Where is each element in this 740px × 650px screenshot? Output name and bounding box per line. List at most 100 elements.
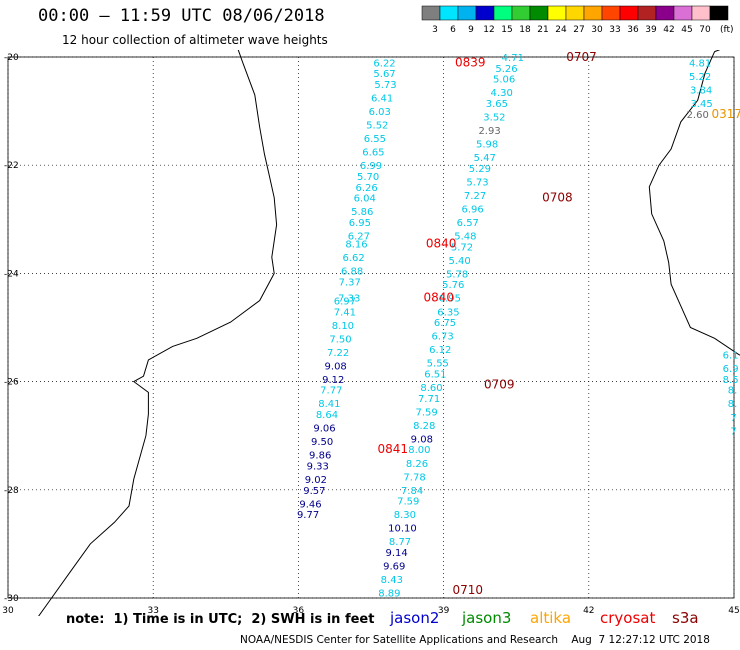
wave-height-value: 8.41 (318, 399, 340, 410)
wave-height-value: 7.77 (320, 386, 342, 397)
wave-height-value: 9.50 (311, 437, 333, 448)
footnote: note: 1) Time is in UTC; 2) SWH is in fe… (66, 612, 375, 627)
wave-height-value: 2.60 (687, 110, 709, 121)
legend-s3a: s3a (672, 609, 699, 627)
wave-height-value: 6.96 (462, 204, 484, 215)
wave-height-value: 5.22 (689, 72, 711, 83)
wave-height-value: 5.78 (446, 269, 468, 280)
wave-height-value: 6.51 (424, 369, 446, 380)
wave-height-value: 5.67 (373, 69, 395, 80)
wave-height-value: 6.35 (437, 307, 459, 318)
legend-tick-label: 15 (501, 25, 512, 35)
wave-height-value: 3.65 (486, 99, 508, 110)
wave-height-value: 5.52 (366, 121, 388, 132)
wave-height-value: 6.41 (371, 94, 393, 105)
lat-tick-label: -20 (4, 53, 19, 63)
wave-height-value: 6.73 (431, 332, 453, 343)
lat-tick-label: -30 (4, 594, 19, 604)
wave-height-value: 5.06 (493, 75, 515, 86)
wave-height-value: 5.72 (451, 242, 473, 253)
lon-tick-label: 42 (583, 606, 594, 616)
wave-height-value: 6.57 (457, 218, 479, 229)
color-legend: 3 6 9 12 15 18 21 24 27 30 33 36 39 42 45 70 (ft) (421, 5, 734, 35)
wave-height-value: 6.27 (348, 232, 370, 243)
legend-tick-label: 21 (537, 25, 548, 35)
lon-tick-label: 45 (728, 606, 739, 616)
wave-height-value: 9.06 (313, 424, 335, 435)
wave-height-value: 9.46 (299, 499, 321, 510)
legend-swatch (655, 5, 675, 21)
wave-height-value: 9.77 (297, 510, 319, 521)
pass-time-label: 0317 (711, 107, 740, 121)
lat-tick-label: -24 (4, 269, 19, 279)
pass-time-label: 0708 (542, 191, 573, 205)
wave-height-value: 8.5 (723, 375, 739, 386)
legend-tick-label: 27 (573, 25, 584, 35)
wave-height-value: 7.78 (403, 472, 425, 483)
wave-height-value: 10.10 (388, 524, 417, 535)
wave-height-value: 6.22 (373, 58, 395, 69)
wave-height-value: 5.26 (495, 64, 517, 75)
pass-time-label: 0709 (484, 377, 515, 391)
map-frame (7, 56, 735, 599)
legend-swatch (619, 5, 639, 21)
wave-height-value: 8.77 (389, 537, 411, 548)
legend-tick-label: 30 (591, 25, 603, 35)
wave-height-value: 6.03 (369, 107, 391, 118)
legend-tick-label: 33 (609, 25, 620, 35)
credit-line: NOAA/NESDIS Center for Satellite Applica… (240, 634, 710, 646)
lon-tick-label: 33 (147, 606, 158, 616)
legend-swatch (439, 5, 459, 21)
legend-tick-label: 9 (468, 25, 474, 35)
wave-height-value: 5.86 (351, 207, 373, 218)
legend-swatch (601, 5, 621, 21)
wave-height-value: 7.22 (327, 348, 349, 359)
coastline-madagascar (648, 50, 740, 356)
lon-tick-label: 30 (2, 606, 14, 616)
wave-height-value: 5.70 (357, 172, 379, 183)
wave-height-value: 9.57 (303, 486, 325, 497)
wave-height-value: 6.97 (334, 296, 356, 307)
wave-height-value: 6.88 (341, 267, 363, 278)
wave-height-value: 3.52 (483, 113, 505, 124)
legend-swatch (709, 5, 729, 21)
wave-height-value: 2.93 (478, 126, 500, 137)
wave-height-value: 5.29 (469, 164, 491, 175)
wave-height-value: 7.59 (416, 407, 438, 418)
wave-height-value: 5.73 (466, 177, 488, 188)
pass-time-label: 0841 (378, 442, 409, 456)
pass-time-label: 0839 (455, 55, 486, 69)
wave-height-value: 4.71 (502, 53, 524, 64)
wave-height-value: 6.75 (434, 318, 456, 329)
lat-tick-label: -22 (4, 161, 19, 171)
wave-height-value: 5.73 (374, 80, 396, 91)
legend-swatch (565, 5, 585, 21)
pass-time-label: 0707 (566, 50, 597, 64)
wave-height-value: 9.02 (305, 475, 327, 486)
legend-swatch (529, 5, 549, 21)
lon-tick-label: 39 (438, 606, 450, 616)
wave-height-value: 3.84 (690, 85, 712, 96)
wave-height-value: 6.95 (439, 294, 461, 305)
wave-height-value: 5.48 (454, 232, 476, 243)
coastline-africa (38, 50, 278, 616)
wave-height-value: 8.16 (345, 240, 367, 251)
wave-height-value: 7.41 (334, 307, 356, 318)
wave-height-value: 6.26 (356, 183, 378, 194)
wave-height-value: 5.76 (442, 280, 464, 291)
legend-tick-label: 18 (519, 25, 531, 35)
lat-tick-label: -26 (4, 378, 19, 388)
wave-height-value: 7 (730, 413, 736, 424)
legend-tick-label: 12 (483, 25, 494, 35)
wave-height-value: 8. (728, 399, 738, 410)
legend-swatch (457, 5, 477, 21)
legend-swatch (421, 5, 441, 21)
wave-height-value: 9.33 (307, 461, 329, 472)
legend-jason2: jason2 (390, 609, 440, 627)
wave-height-value: 8. (728, 386, 738, 397)
legend-tick-label: 42 (663, 25, 674, 35)
wave-height-value: 7.84 (401, 486, 423, 497)
pass-time-label: 0840 (423, 291, 454, 305)
legend-tick-label: 24 (555, 25, 567, 35)
